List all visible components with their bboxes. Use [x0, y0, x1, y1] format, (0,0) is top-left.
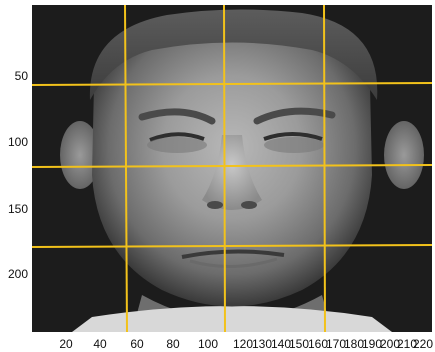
- x-tick-label: 80: [166, 337, 180, 351]
- grid-line-vertical: [124, 5, 128, 332]
- x-tick-label: 100: [197, 337, 219, 351]
- x-tick-label: 180: [343, 337, 365, 351]
- x-tick-label: 200: [379, 337, 401, 351]
- x-tick-label: 150: [288, 337, 310, 351]
- right-ear: [384, 121, 424, 189]
- left-eyebrow: [138, 108, 216, 125]
- y-tick-label: 100: [7, 135, 28, 149]
- grid-line-vertical: [223, 5, 226, 332]
- right-eye: [263, 132, 323, 141]
- x-tick-label: 160: [307, 337, 329, 351]
- nose: [202, 135, 262, 210]
- x-tick-label: 170: [325, 337, 347, 351]
- x-tick-label: 220: [412, 337, 434, 351]
- x-tick-label: 40: [93, 337, 107, 351]
- x-tick-label: 130: [251, 337, 273, 351]
- mouth: [181, 249, 285, 259]
- hair: [89, 9, 378, 101]
- y-tick-label: 200: [7, 267, 28, 281]
- y-tick-label: 50: [14, 69, 28, 83]
- y-tick-label: 150: [7, 202, 28, 216]
- x-tick-label: 190: [361, 337, 383, 351]
- x-tick-label: 120: [232, 337, 254, 351]
- x-tick-label: 210: [396, 337, 418, 351]
- grid-line-horizontal: [32, 164, 432, 168]
- grid-line-horizontal: [32, 244, 432, 248]
- x-tick-label: 140: [270, 337, 292, 351]
- face-image-panel: [32, 5, 432, 332]
- x-tick-label: 20: [59, 337, 73, 351]
- x-tick-label: 60: [130, 337, 144, 351]
- left-eye: [149, 132, 205, 142]
- yellow-grid: [32, 5, 432, 332]
- grid-line-horizontal: [32, 82, 432, 86]
- face-image: [32, 5, 432, 332]
- grid-line-vertical: [323, 5, 326, 332]
- left-ear: [60, 121, 100, 189]
